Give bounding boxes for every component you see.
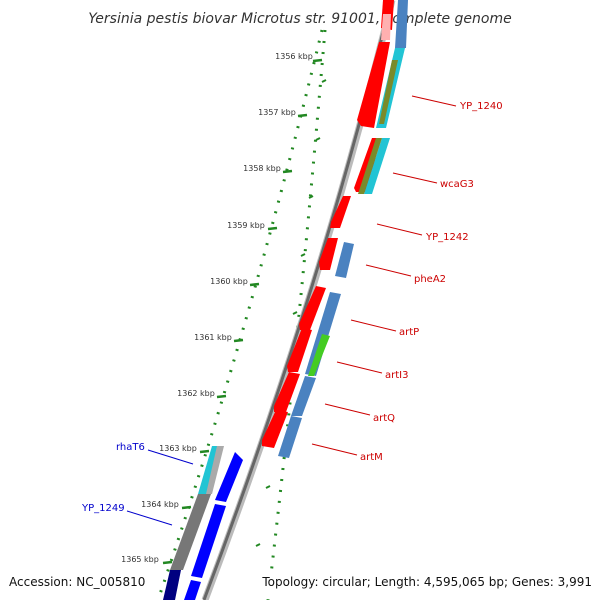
tick-label: 1364 kbp	[141, 500, 179, 509]
cds-feature	[358, 138, 382, 194]
cds-feature	[163, 570, 181, 600]
gene-label: artM	[360, 452, 383, 463]
gene-feature	[330, 196, 351, 228]
tick-mark	[300, 253, 306, 257]
label-leader	[324, 403, 371, 416]
tick-mark	[315, 137, 321, 141]
tick-label: 1358 kbp	[243, 164, 281, 173]
gene-label: artQ	[373, 413, 395, 424]
tick-labels: 1356 kbp 1357 kbp 1358 kbp 1359 kbp 1360…	[121, 52, 313, 564]
gene-label: rhaT6	[116, 442, 145, 453]
gene-feature	[357, 42, 390, 128]
tick-label: 1357 kbp	[258, 108, 296, 117]
tick-mark	[282, 169, 293, 174]
gene-label: artP	[399, 327, 419, 338]
tick-marks	[162, 58, 323, 565]
tick-mark	[233, 338, 244, 343]
tick-label: 1363 kbp	[159, 444, 197, 453]
cds-feature	[206, 446, 224, 494]
forward-cds-track	[278, 0, 408, 458]
map-title: Yersinia pestis biovar Microtus str. 910…	[88, 11, 511, 27]
gene-label: wcaG3	[440, 179, 474, 190]
label-leader	[126, 510, 173, 526]
gene-label: artI3	[385, 370, 408, 381]
tick-label: 1361 kbp	[194, 333, 232, 342]
gene-feature	[287, 328, 312, 372]
gene-feature	[215, 452, 243, 502]
accession-bg	[4, 572, 150, 592]
label-leader	[365, 264, 412, 277]
label-leader	[311, 443, 358, 456]
forward-genes	[262, 0, 394, 448]
tick-label: 1356 kbp	[275, 52, 313, 61]
cds-feature	[170, 494, 211, 570]
gene-feature	[184, 580, 201, 600]
reverse-cds-track	[163, 446, 224, 600]
reverse-genes	[184, 452, 243, 600]
gene-feature	[381, 14, 391, 40]
forward-gene-labels: YP_1240 wcaG3 YP_1242 pheA2 artP artI3 a…	[311, 95, 503, 463]
cds-feature	[364, 138, 390, 194]
cds-feature	[278, 416, 302, 458]
tick-mark	[162, 560, 173, 565]
gene-feature	[262, 410, 288, 448]
gene-feature	[299, 286, 326, 330]
label-leader	[376, 223, 423, 236]
cds-feature	[305, 292, 341, 376]
cds-feature	[395, 0, 408, 48]
tick-label: 1362 kbp	[177, 389, 215, 398]
tick-mark	[292, 311, 298, 315]
tick-label: 1365 kbp	[121, 555, 159, 564]
genome-backbone-shadow	[201, 0, 396, 600]
reverse-gene-labels: rhaT6 YP_1249	[81, 442, 194, 526]
topology-text: Topology: circular; Length: 4,595,065 bp…	[261, 575, 592, 589]
gene-label: YP_1240	[459, 101, 503, 112]
label-leader	[350, 319, 397, 332]
gene-label: YP_1242	[425, 232, 469, 243]
tick-mark	[297, 113, 308, 118]
gene-label: YP_1249	[81, 503, 125, 514]
tick-label: 1360 kbp	[210, 277, 248, 286]
gene-feature	[319, 238, 338, 270]
tick-mark	[255, 543, 261, 547]
label-leader	[336, 361, 383, 374]
tick-mark	[216, 394, 227, 399]
tick-mark	[181, 505, 192, 510]
tick-mark	[267, 226, 278, 231]
cds-feature	[379, 60, 398, 124]
topology-bg	[256, 572, 596, 592]
accession-text: Accession: NC_005810	[9, 575, 145, 589]
gene-feature	[274, 372, 300, 412]
cds-feature	[308, 334, 330, 376]
genome-backbone	[202, 0, 393, 600]
tick-label: 1359 kbp	[227, 221, 265, 230]
tick-mark	[312, 58, 323, 63]
label-leader	[411, 95, 457, 107]
tick-mark	[321, 79, 327, 83]
label-leader	[147, 449, 194, 465]
tick-mark	[199, 449, 210, 454]
gene-feature	[191, 504, 226, 578]
label-leader	[392, 172, 438, 184]
tick-mark	[265, 485, 271, 489]
cds-feature	[291, 376, 316, 416]
tick-mark	[249, 282, 260, 287]
cds-feature	[335, 242, 354, 278]
gene-label: pheA2	[414, 274, 446, 285]
tick-mark	[308, 195, 314, 199]
outer-ring-guide	[266, 29, 327, 600]
